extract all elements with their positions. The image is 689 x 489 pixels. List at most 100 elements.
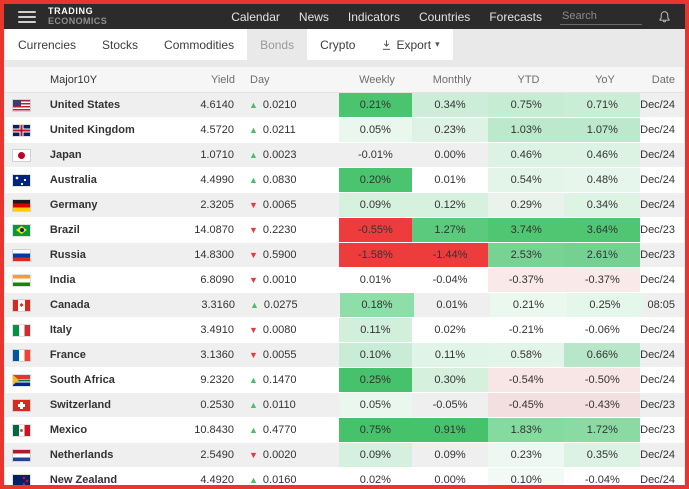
- heat-cell-yoy: 0.66%: [564, 343, 641, 367]
- table-row[interactable]: United Kingdom 4.5720 ▲ 0.0211 0.05% 0.23% 1.0…: [5, 118, 684, 143]
- table-row[interactable]: United States 4.6140 ▲ 0.0210 0.21% 0.34% 0.75…: [5, 93, 684, 118]
- search-input[interactable]: [560, 8, 642, 25]
- table-row[interactable]: Netherlands 2.5490 ▼ 0.0020 0.09% 0.09% 0.23% 0…: [5, 443, 684, 468]
- table-row[interactable]: France 3.1360 ▼ 0.0055 0.10% 0.11% 0.58% 0.66% D…: [5, 343, 684, 368]
- column-day[interactable]: Day: [250, 73, 270, 86]
- country-link[interactable]: Italy: [49, 324, 72, 336]
- date-value: Dec/24: [640, 349, 675, 361]
- country-link[interactable]: New Zealand: [49, 474, 118, 486]
- country-link[interactable]: Mexico: [49, 424, 88, 436]
- table-row[interactable]: South Africa 9.2320 ▲ 0.1470 0.25% 0.30% -0.54…: [5, 368, 684, 393]
- nav-countries[interactable]: Countries: [418, 9, 471, 24]
- country-link[interactable]: France: [49, 349, 86, 361]
- tab-currencies[interactable]: Currencies: [5, 29, 90, 60]
- chevron-down-icon: ▾: [435, 39, 440, 49]
- heat-cell-weekly: 0.11%: [338, 318, 413, 342]
- country-link[interactable]: Australia: [49, 174, 97, 186]
- table-row[interactable]: Russia 14.8300 ▼ 0.5900 -1.58% -1.44% 2.53% 2.6…: [5, 243, 684, 268]
- heat-cell-yoy: 1.07%: [564, 118, 641, 142]
- top-nav: Calendar News Indicators Countries Forec…: [231, 10, 542, 24]
- column-monthly[interactable]: Monthly: [432, 73, 472, 86]
- heat-cell-yoy: -0.37%: [564, 268, 641, 292]
- flag-ru-icon: [12, 248, 31, 262]
- country-link[interactable]: Japan: [49, 149, 82, 161]
- date-value: Dec/23: [640, 224, 675, 236]
- heat-cell-monthly: 0.02%: [434, 324, 466, 336]
- flag-cell: [12, 93, 50, 117]
- date-value: Dec/24: [640, 324, 675, 336]
- column-weekly[interactable]: Weekly: [359, 73, 395, 86]
- tab-crypto[interactable]: Crypto: [307, 29, 369, 60]
- day-change: ▼ 0.0020: [234, 443, 339, 467]
- table-row[interactable]: Mexico 10.8430 ▲ 0.4770 0.75% 0.91% 1.83% 1.72%…: [5, 418, 684, 443]
- heat-cell-monthly: 0.91%: [412, 418, 488, 442]
- day-change: ▲ 0.0830: [234, 168, 339, 192]
- table-row[interactable]: Australia 4.4990 ▲ 0.0830 0.20% 0.01% 0.54% 0.4…: [5, 168, 684, 193]
- nav-forecasts[interactable]: Forecasts: [489, 9, 542, 24]
- country-link[interactable]: Russia: [49, 249, 86, 261]
- date-value: Dec/23: [640, 399, 675, 411]
- flag-cell: [12, 268, 50, 292]
- heat-cell-monthly: 1.27%: [412, 218, 488, 242]
- day-change-value: 0.2230: [262, 224, 297, 236]
- column-yoy[interactable]: YoY: [595, 73, 615, 86]
- table-row[interactable]: Japan 1.0710 ▲ 0.0023 -0.01% 0.00% 0.46% 0.46% D…: [5, 143, 684, 168]
- country-link[interactable]: Canada: [50, 299, 90, 311]
- flag-cell: [12, 118, 50, 142]
- heat-cell-ytd: 1.83%: [487, 418, 565, 442]
- nav-news[interactable]: News: [298, 9, 329, 24]
- yield-value: 10.8430: [194, 424, 234, 436]
- day-change-value: 0.0275: [263, 299, 298, 311]
- flag-jp-icon: [12, 148, 31, 162]
- country-link[interactable]: South Africa: [49, 374, 115, 386]
- country-link[interactable]: United States: [49, 99, 121, 111]
- country-link[interactable]: Germany: [49, 199, 98, 211]
- table-row[interactable]: Italy 3.4910 ▼ 0.0080 0.11% 0.02% -0.21% -0.06%…: [5, 318, 684, 343]
- menu-icon[interactable]: [18, 10, 36, 23]
- day-up-icon: ▲: [248, 125, 258, 135]
- flag-cell: [12, 468, 50, 485]
- table-row[interactable]: India 6.8090 ▼ 0.0010 0.01% -0.04% -0.37% -0.37…: [5, 268, 684, 293]
- bonds-table-section: Major10Y Yield Day Weekly Monthly YTD Yo…: [4, 60, 685, 485]
- heat-cell-monthly: 0.00%: [434, 474, 466, 486]
- tab-commodities[interactable]: Commodities: [151, 29, 248, 60]
- tab-bonds[interactable]: Bonds: [260, 37, 295, 52]
- country-link[interactable]: Brazil: [49, 224, 80, 236]
- flag-cell: [12, 193, 50, 217]
- date-value: Dec/24: [640, 174, 675, 186]
- heat-cell-monthly: 0.34%: [412, 93, 488, 117]
- table-row[interactable]: New Zealand 4.4920 ▲ 0.0160 0.02% 0.00% 0.10% -…: [5, 468, 684, 486]
- flag-de-icon: [12, 198, 31, 212]
- bell-icon[interactable]: [658, 10, 671, 24]
- flag-br-icon: [12, 223, 31, 237]
- day-change-value: 0.0065: [262, 199, 297, 211]
- nav-calendar[interactable]: Calendar: [231, 9, 280, 24]
- date-value: Dec/24: [640, 99, 675, 111]
- country-link[interactable]: Switzerland: [49, 399, 111, 411]
- column-yield[interactable]: Yield: [210, 73, 235, 86]
- heat-cell-yoy: 1.72%: [564, 418, 641, 442]
- column-ytd[interactable]: YTD: [517, 73, 540, 86]
- tab-stocks[interactable]: Stocks: [89, 29, 152, 60]
- day-change: ▲ 0.0023: [234, 143, 339, 167]
- heat-cell-weekly: -0.01%: [357, 149, 393, 161]
- column-date[interactable]: Date: [651, 73, 675, 86]
- column-major10y[interactable]: Major10Y: [50, 73, 98, 86]
- export-label: Export: [396, 37, 432, 52]
- table-row[interactable]: Switzerland 0.2530 ▲ 0.0110 0.05% -0.05% -0.45…: [5, 393, 684, 418]
- logo[interactable]: TRADING ECONOMICS: [48, 7, 107, 26]
- flag-cell: [12, 218, 50, 242]
- export-button[interactable]: Export ▾: [368, 29, 453, 60]
- table-row[interactable]: Canada 3.3160 ▲ 0.0275 0.18% 0.01% 0.21% 0.25% 0…: [5, 293, 684, 318]
- flag-cell: [12, 368, 50, 392]
- table-row[interactable]: Brazil 14.0870 ▼ 0.2230 -0.55% 1.27% 3.74% 3.64…: [5, 218, 684, 243]
- date-value: Dec/24: [640, 149, 675, 161]
- country-link[interactable]: United Kingdom: [49, 124, 135, 136]
- day-change-value: 0.0211: [262, 124, 296, 136]
- country-link[interactable]: Netherlands: [49, 449, 114, 461]
- nav-indicators[interactable]: Indicators: [347, 9, 400, 24]
- country-link[interactable]: India: [49, 274, 76, 286]
- table-row[interactable]: Germany 2.3205 ▼ 0.0065 0.09% 0.12% 0.29% 0.34%…: [5, 193, 684, 218]
- heat-cell-ytd: -0.54%: [487, 368, 565, 392]
